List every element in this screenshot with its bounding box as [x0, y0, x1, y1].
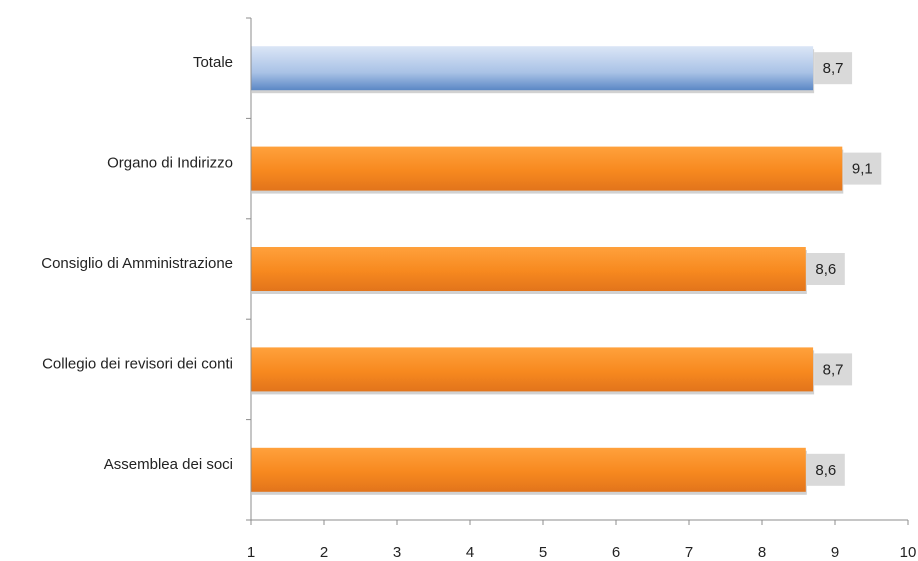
category-label: Assemblea dei soci: [104, 456, 233, 473]
bar: [251, 347, 814, 392]
data-label: 9,1: [852, 161, 873, 178]
data-label-box: [806, 453, 845, 486]
x-tick-label: 7: [685, 544, 693, 561]
axes-layer: [246, 17, 909, 525]
category-label: Collegio dei revisori dei conti: [42, 355, 233, 372]
data-label-box: [843, 152, 882, 185]
labels-layer: 8,7 Totale 9,1 Organo di Indirizzo 8,6 Consig…: [41, 52, 916, 561]
data-label-box: [814, 353, 853, 386]
data-label: 8,6: [815, 261, 836, 278]
x-tick-label: 9: [831, 544, 839, 561]
x-tick-label: 6: [612, 544, 620, 561]
x-tick-label: 3: [393, 544, 401, 561]
x-tick-label: 4: [466, 544, 474, 561]
data-label: 8,7: [823, 361, 844, 378]
bars-layer: [251, 46, 844, 495]
x-tick-label: 5: [539, 544, 547, 561]
category-label: Consiglio di Amministrazione: [41, 255, 233, 272]
bar: [251, 447, 806, 492]
bar-total: [251, 46, 814, 91]
bar: [251, 146, 843, 191]
data-label-box: [806, 253, 845, 285]
data-label: 8,6: [815, 462, 836, 479]
bar: [251, 247, 806, 291]
x-tick-label: 8: [758, 544, 766, 561]
data-label-box: [814, 52, 853, 85]
x-tick-label: 2: [320, 544, 328, 561]
category-label: Organo di Indirizzo: [107, 155, 233, 172]
data-label: 8,7: [823, 60, 844, 77]
category-label: Totale: [193, 54, 233, 71]
x-tick-label: 1: [247, 544, 255, 561]
x-tick-label: 10: [900, 544, 917, 561]
